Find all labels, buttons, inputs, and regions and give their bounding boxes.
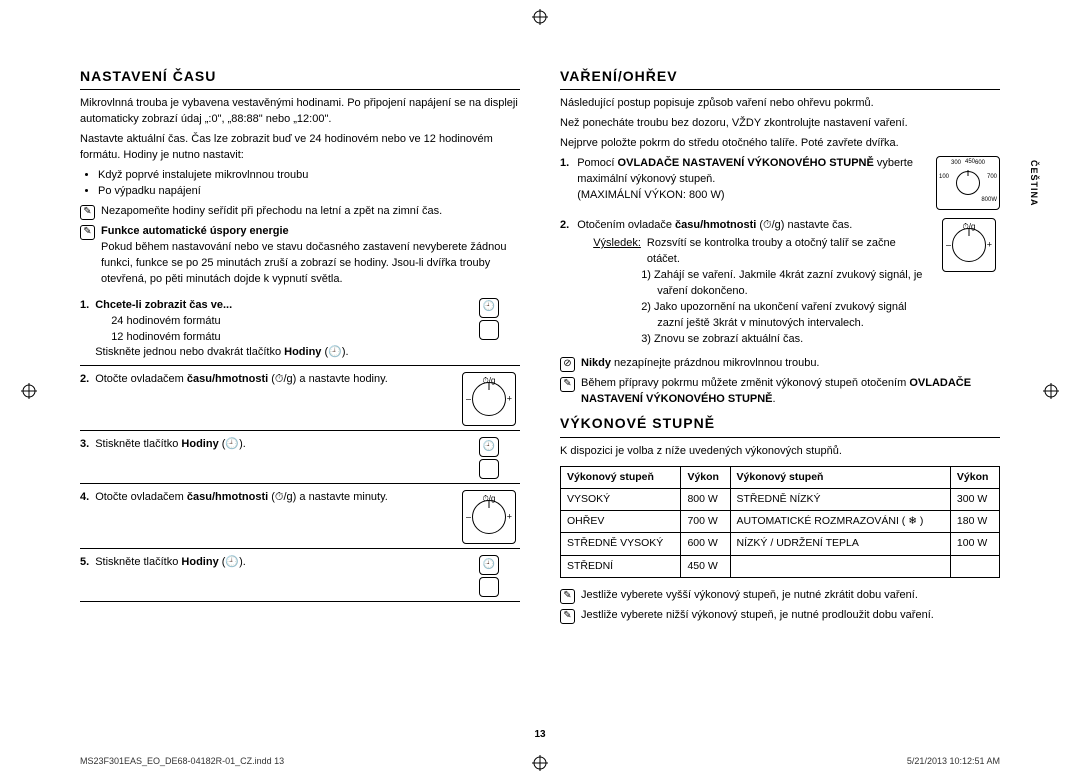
step-row: 4. Otočte ovladačem času/hmotnosti (⏱/g)… bbox=[80, 484, 520, 549]
list-item: 2) Jako upozornění na ukončení vaření zv… bbox=[641, 300, 930, 332]
note-text: Funkce automatické úspory energie Pokud … bbox=[101, 224, 520, 288]
warning-text: Nikdy nezapínejte prázdnou mikrovlnnou t… bbox=[581, 356, 820, 372]
note-title: Funkce automatické úspory energie bbox=[101, 225, 289, 237]
heading-cooking: VAŘENÍ/OHŘEV bbox=[560, 66, 1000, 90]
left-column: NASTAVENÍ ČASU Mikrovlnná trouba je vyba… bbox=[80, 60, 520, 628]
time-weight-dial-icon: ⏱/g – + bbox=[942, 218, 996, 272]
list-item: Po výpadku napájení bbox=[98, 184, 520, 200]
table-row: VYSOKÝ800 W STŘEDNĚ NÍZKÝ300 W bbox=[561, 488, 1000, 510]
note-icon: ✎ bbox=[80, 225, 95, 240]
step-line: Hodiny bbox=[284, 346, 321, 358]
step-figure: ⏱/g – + bbox=[458, 372, 520, 426]
table-row: Výkonový stupeň Výkon Výkonový stupeň Vý… bbox=[561, 466, 1000, 488]
clock-button-icon: 🕘 bbox=[479, 437, 499, 457]
step-text: Stiskněte tlačítko Hodiny (🕘). bbox=[95, 555, 452, 571]
step-line: 12 hodinovém formátu bbox=[111, 331, 220, 343]
time-weight-dial-icon: ⏱/g – + bbox=[462, 372, 516, 426]
step-text: Otočením ovladače času/hmotnosti (⏱/g) n… bbox=[577, 218, 930, 348]
list-item: Když poprvé instalujete mikrovlnnou trou… bbox=[98, 168, 520, 184]
step-number: 4. bbox=[80, 490, 89, 506]
crop-mark-right bbox=[1042, 382, 1060, 400]
button-icon bbox=[479, 459, 499, 479]
step-row: 1. Chcete-li zobrazit čas ve... 24 hodin… bbox=[80, 292, 520, 367]
note-body: Pokud během nastavování nebo ve stavu do… bbox=[101, 241, 506, 285]
step-row: 2. Otočením ovladače času/hmotnosti (⏱/g… bbox=[560, 218, 1000, 348]
note-icon: ✎ bbox=[80, 205, 95, 220]
language-tab: ČEŠTINA bbox=[1027, 160, 1040, 207]
table-header: Výkon bbox=[681, 466, 730, 488]
step-text: Pomocí OVLADAČE NASTAVENÍ VÝKONOVÉHO STU… bbox=[577, 156, 928, 204]
step-text: Otočte ovladačem času/hmotnosti (⏱/g) a … bbox=[95, 490, 452, 506]
step-row: 3. Stiskněte tlačítko Hodiny (🕘). 🕘 bbox=[80, 431, 520, 484]
step-text: Chcete-li zobrazit čas ve... 24 hodinové… bbox=[95, 298, 452, 362]
note-text: Jestliže vyberete nižší výkonový stupeň,… bbox=[581, 608, 934, 624]
step-line: Stiskněte jednou nebo dvakrát tlačítko bbox=[95, 346, 284, 358]
crop-mark-left bbox=[20, 382, 38, 400]
step-figure: ⏱/g – + bbox=[938, 218, 1000, 272]
button-icon bbox=[479, 577, 499, 597]
time-weight-dial-icon: ⏱/g – + bbox=[462, 490, 516, 544]
step-row: 1. Pomocí OVLADAČE NASTAVENÍ VÝKONOVÉHO … bbox=[560, 156, 1000, 210]
power-level-dial-icon: 300 450 600 700 800W 100 bbox=[936, 156, 1000, 210]
result-block: Výsledek: Rozsvítí se kontrolka trouby a… bbox=[593, 236, 930, 268]
list-item: 1) Zahájí se vaření. Jakmile 4krát zazní… bbox=[641, 268, 930, 300]
clock-button-icon: 🕘 bbox=[479, 298, 499, 318]
footer-timestamp: 5/21/2013 10:12:51 AM bbox=[907, 755, 1000, 768]
intro-text: Mikrovlnná trouba je vybavena vestavěným… bbox=[80, 96, 520, 128]
intro-text: K dispozici je volba z níže uvedených vý… bbox=[560, 444, 1000, 460]
step-row: 2. Otočte ovladačem času/hmotnosti (⏱/g)… bbox=[80, 366, 520, 431]
page-number: 13 bbox=[534, 728, 545, 743]
step-number: 1. bbox=[560, 156, 569, 172]
clock-button-icon: 🕘 bbox=[479, 555, 499, 575]
table-row: STŘEDNĚ VYSOKÝ600 W NÍZKÝ / UDRŽENÍ TEPL… bbox=[561, 533, 1000, 555]
table-header: Výkonový stupeň bbox=[730, 466, 950, 488]
step-row: 5. Stiskněte tlačítko Hodiny (🕘). 🕘 bbox=[80, 549, 520, 602]
step-figure: 🕘 bbox=[458, 298, 520, 340]
table-row: STŘEDNÍ450 W bbox=[561, 555, 1000, 577]
button-icon bbox=[479, 320, 499, 340]
table-header: Výkon bbox=[950, 466, 999, 488]
intro-text: Následující postup popisuje způsob vařen… bbox=[560, 96, 1000, 112]
warning-icon: ⊘ bbox=[560, 357, 575, 372]
step-figure: ⏱/g – + bbox=[458, 490, 520, 544]
step-number: 5. bbox=[80, 555, 89, 571]
right-column: VAŘENÍ/OHŘEV Následující postup popisuje… bbox=[560, 60, 1000, 628]
bullet-list: Když poprvé instalujete mikrovlnnou trou… bbox=[80, 168, 520, 200]
heading-time-setting: NASTAVENÍ ČASU bbox=[80, 66, 520, 90]
footer-filename: MS23F301EAS_EO_DE68-04182R-01_CZ.indd 13 bbox=[80, 755, 284, 768]
note-icon: ✎ bbox=[560, 377, 575, 392]
step-number: 3. bbox=[80, 437, 89, 453]
footer: MS23F301EAS_EO_DE68-04182R-01_CZ.indd 13… bbox=[80, 755, 1000, 768]
heading-power-levels: VÝKONOVÉ STUPNĚ bbox=[560, 413, 1000, 437]
table-header: Výkonový stupeň bbox=[561, 466, 681, 488]
note-text: Během přípravy pokrmu můžete změnit výko… bbox=[581, 376, 1000, 408]
note-icon: ✎ bbox=[560, 609, 575, 624]
step-number: 2. bbox=[80, 372, 89, 388]
note-text: Nezapomeňte hodiny seřídit při přechodu … bbox=[101, 204, 442, 220]
step-text: Otočte ovladačem času/hmotnosti (⏱/g) a … bbox=[95, 372, 452, 388]
step-title: Chcete-li zobrazit čas ve... bbox=[95, 299, 232, 311]
step-number: 2. bbox=[560, 218, 569, 234]
intro-text: Nastavte aktuální čas. Čas lze zobrazit … bbox=[80, 132, 520, 164]
step-text: Stiskněte tlačítko Hodiny (🕘). bbox=[95, 437, 452, 453]
crop-mark-top bbox=[531, 8, 549, 26]
step-figure: 🕘 bbox=[458, 555, 520, 597]
result-list: 1) Zahájí se vaření. Jakmile 4krát zazní… bbox=[641, 268, 930, 348]
step-figure: 🕘 bbox=[458, 437, 520, 479]
list-item: 3) Znovu se zobrazí aktuální čas. bbox=[641, 332, 930, 348]
table-row: OHŘEV700 W AUTOMATICKÉ ROZMRAZOVÁNI ( ❄ … bbox=[561, 511, 1000, 533]
power-levels-table: Výkonový stupeň Výkon Výkonový stupeň Vý… bbox=[560, 466, 1000, 578]
note-text: Jestliže vyberete vyšší výkonový stupeň,… bbox=[581, 588, 918, 604]
step-number: 1. bbox=[80, 298, 89, 314]
step-line: 24 hodinovém formátu bbox=[111, 315, 220, 327]
note-icon: ✎ bbox=[560, 589, 575, 604]
intro-text: Nejprve položte pokrm do středu otočného… bbox=[560, 136, 1000, 152]
intro-text: Než ponecháte troubu bez dozoru, VŽDY zk… bbox=[560, 116, 1000, 132]
